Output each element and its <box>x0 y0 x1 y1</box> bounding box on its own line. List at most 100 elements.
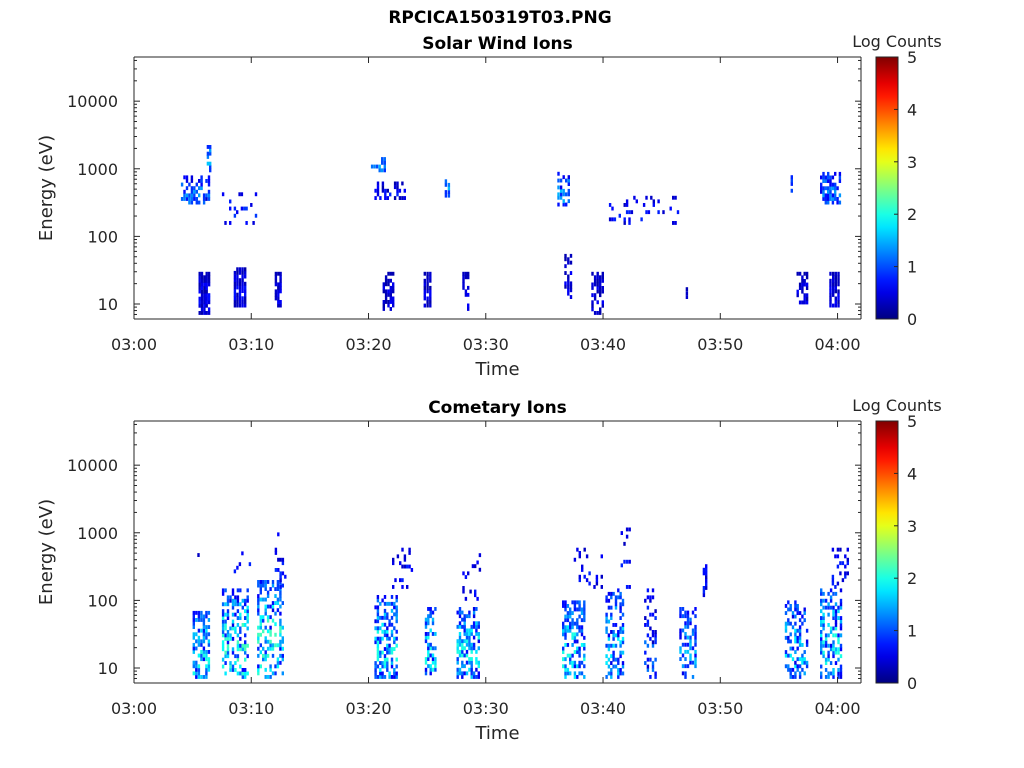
heatmap-cell <box>279 597 282 602</box>
heatmap-cell <box>646 668 650 672</box>
heatmap-cell <box>458 667 462 672</box>
heatmap-cell <box>408 564 411 569</box>
heatmap-cell <box>832 271 835 276</box>
heatmap-cell <box>195 618 198 622</box>
heatmap-cell <box>477 621 480 626</box>
heatmap-cell <box>266 675 270 679</box>
heatmap-cell <box>583 600 586 605</box>
heatmap-cell <box>226 640 230 645</box>
heatmap-cell <box>236 588 240 593</box>
heatmap-cell <box>221 619 225 624</box>
heatmap-cell <box>384 196 387 200</box>
heatmap-cell <box>829 303 832 308</box>
heatmap-cell <box>234 626 237 631</box>
heatmap-cell <box>837 671 840 676</box>
heatmap-cell <box>403 196 406 200</box>
heatmap-cell <box>395 664 398 669</box>
heatmap-cell <box>619 650 622 655</box>
heatmap-cell <box>805 282 809 287</box>
heatmap-cell <box>571 635 574 640</box>
heatmap-cell <box>829 179 832 183</box>
heatmap-cell <box>279 285 282 290</box>
heatmap-cell <box>393 668 396 672</box>
heatmap-cell <box>266 604 270 609</box>
heatmap-cell <box>470 667 473 672</box>
heatmap-cell <box>376 619 380 624</box>
heatmap-cell <box>796 271 799 276</box>
heatmap-cell <box>238 289 242 293</box>
heatmap-cell <box>801 643 804 647</box>
heatmap-cell <box>231 602 235 607</box>
heatmap-cell <box>277 296 280 301</box>
heatmap-cell <box>244 609 247 614</box>
heatmap-cell <box>427 617 430 622</box>
heatmap-cell <box>463 671 466 676</box>
heatmap-cell <box>373 164 376 169</box>
heatmap-cell <box>477 664 480 669</box>
heatmap-cell <box>612 591 615 596</box>
heatmap-cell <box>832 640 835 645</box>
heatmap-cell <box>691 660 695 665</box>
heatmap-cell <box>844 564 847 569</box>
heatmap-cell <box>241 303 244 308</box>
heatmap-cell <box>376 636 380 641</box>
heatmap-cell <box>557 171 560 176</box>
heatmap-cell <box>837 275 840 280</box>
heatmap-cell <box>205 193 208 198</box>
heatmap-cell <box>834 300 837 304</box>
heatmap-cell <box>207 189 211 194</box>
heatmap-cell <box>279 574 282 579</box>
heatmap-cell <box>209 161 212 166</box>
heatmap-cell <box>401 578 404 583</box>
heatmap-cell <box>244 598 247 603</box>
heatmap-cell <box>796 289 799 294</box>
heatmap-cell <box>790 188 793 193</box>
heatmap-cell <box>576 675 579 679</box>
heatmap-cell <box>203 296 206 301</box>
heatmap-cell <box>195 200 198 205</box>
heatmap-cell <box>257 594 260 598</box>
heatmap-cell <box>390 661 394 665</box>
heatmap-cell <box>621 612 625 617</box>
heatmap-cell <box>207 667 211 672</box>
heatmap-cell <box>463 646 466 651</box>
heatmap-cell <box>395 636 398 641</box>
heatmap-cell <box>236 274 239 279</box>
heatmap-cell <box>381 675 384 679</box>
heatmap-cell <box>654 675 657 679</box>
x-tick-label: 03:40 <box>580 699 626 718</box>
heatmap-cell <box>824 598 828 603</box>
heatmap-cell <box>829 643 833 648</box>
heatmap-cell <box>205 667 208 672</box>
heatmap-cell <box>790 178 793 183</box>
heatmap-cell <box>264 604 267 609</box>
heatmap-cell <box>205 303 208 308</box>
heatmap-cell <box>381 157 384 161</box>
heatmap-cell <box>198 193 201 198</box>
heatmap-cell <box>389 192 392 197</box>
heatmap-cell <box>829 271 832 276</box>
heatmap-cell <box>798 628 802 633</box>
heatmap-cell <box>241 289 244 293</box>
heatmap-cell <box>593 275 597 280</box>
heatmap-cell <box>617 675 620 679</box>
heatmap-cell <box>456 660 459 665</box>
heatmap-cell <box>472 610 476 615</box>
x-tick-label: 03:00 <box>111 335 157 354</box>
heatmap-cell <box>669 206 672 211</box>
heatmap-cell <box>787 664 790 669</box>
heatmap-cell <box>621 630 625 634</box>
heatmap-cell <box>834 186 837 191</box>
heatmap-cell <box>832 616 835 620</box>
heatmap-cell <box>834 633 838 638</box>
heatmap-cell <box>600 585 603 589</box>
heatmap-cell <box>390 615 394 620</box>
heatmap-cell <box>376 612 380 617</box>
heatmap-cell <box>820 182 823 187</box>
heatmap-cell <box>681 642 685 647</box>
heatmap-cell <box>820 650 823 655</box>
heatmap-cell <box>269 675 272 679</box>
heatmap-cell <box>246 654 249 659</box>
heatmap-cell <box>236 602 240 607</box>
heatmap-cell <box>262 618 265 623</box>
